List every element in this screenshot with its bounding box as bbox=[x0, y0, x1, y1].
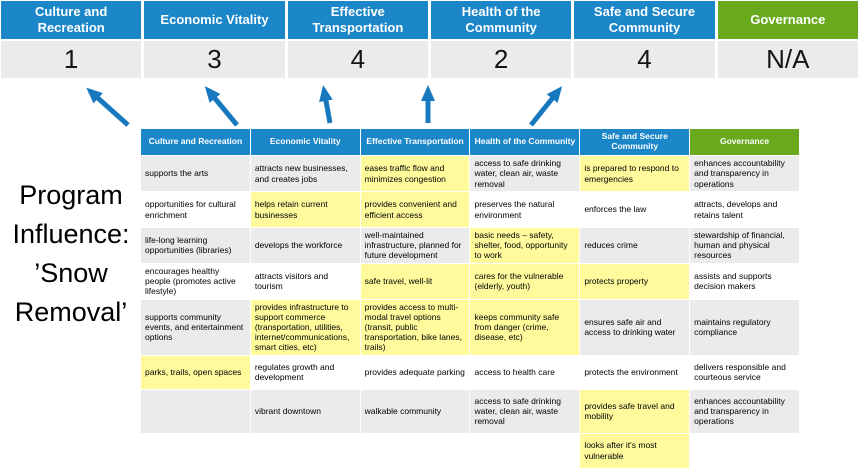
pillar-score-governance: N/A bbox=[717, 41, 858, 78]
matrix-row: life-long learning opportunities (librar… bbox=[141, 228, 799, 263]
matrix-row: supports community events, and entertain… bbox=[141, 299, 799, 355]
matrix-cell: ensures safe air and access to drinking … bbox=[580, 299, 690, 355]
matrix-cell-highlighted: provides infrastructure to support comme… bbox=[250, 299, 360, 355]
matrix-cell-highlighted: basic needs – safety, shelter, food, opp… bbox=[470, 228, 580, 263]
matrix-cell bbox=[470, 433, 580, 468]
pillar-header-row: Culture and Recreation Economic Vitality E… bbox=[1, 1, 858, 39]
matrix-cell bbox=[141, 433, 250, 468]
matrix-row: vibrant downtown walkable community access… bbox=[141, 389, 799, 433]
matrix-header-effective-transportation: Effective Transportation bbox=[360, 129, 470, 155]
matrix-cell: vibrant downtown bbox=[250, 389, 360, 433]
influence-arrows bbox=[86, 85, 563, 127]
matrix-cell: access to health care bbox=[470, 355, 580, 389]
pillar-score-culture-and-recreation: 1 bbox=[1, 41, 142, 78]
matrix-cell-highlighted: safe travel, well-lit bbox=[360, 263, 470, 299]
arrow-economic-vitality bbox=[204, 86, 239, 127]
matrix-cell: preserves the natural environment bbox=[470, 192, 580, 227]
matrix-row: opportunities for cultural enrichment hel… bbox=[141, 192, 799, 227]
arrow-culture-recreation bbox=[86, 87, 130, 127]
pillar-governance: Governance bbox=[717, 1, 858, 39]
matrix-cell-highlighted: is prepared to respond to emergencies bbox=[580, 156, 690, 191]
matrix-cell: enhances accountability and transparency… bbox=[690, 389, 799, 433]
matrix-header-economic-vitality: Economic Vitality bbox=[250, 129, 360, 155]
matrix-cell-highlighted: provides access to multi-modal travel op… bbox=[360, 299, 470, 355]
matrix-cell bbox=[141, 389, 250, 433]
matrix-row: encourages healthy people (promotes acti… bbox=[141, 263, 799, 299]
matrix-cell-highlighted: keeps community safe from danger (crime,… bbox=[470, 299, 580, 355]
pillar-culture-and-recreation: Culture and Recreation bbox=[1, 1, 142, 39]
matrix-cell: reduces crime bbox=[580, 228, 690, 263]
program-influence-label: Program Influence: ’Snow Removal’ bbox=[12, 180, 130, 328]
matrix-cell-highlighted: helps retain current businesses bbox=[250, 192, 360, 227]
matrix-cell: opportunities for cultural enrichment bbox=[141, 192, 250, 227]
influence-matrix: Culture and Recreation Economic Vitality E… bbox=[140, 128, 800, 469]
matrix-cell: walkable community bbox=[360, 389, 470, 433]
matrix-cell: provides adequate parking bbox=[360, 355, 470, 389]
matrix-cell-highlighted: cares for the vulnerable (elderly, youth… bbox=[470, 263, 580, 299]
pillar-score-effective-transportation: 4 bbox=[287, 41, 428, 78]
pillar-label: Economic Vitality bbox=[160, 11, 269, 27]
matrix-cell: assists and supports decision makers bbox=[690, 263, 799, 299]
matrix-cell: delivers responsible and courteous servi… bbox=[690, 355, 799, 389]
matrix-cell bbox=[690, 433, 799, 468]
arrow-safe-secure-community bbox=[529, 86, 563, 127]
arrow-effective-transportation bbox=[319, 85, 333, 124]
pillar-score-safe-and-secure-community: 4 bbox=[574, 41, 715, 78]
matrix-cell: access to safe drinking water, clean air… bbox=[470, 389, 580, 433]
pillar-safe-and-secure-community: Safe and Secure Community bbox=[574, 1, 715, 39]
matrix-cell-highlighted: provides convenient and efficient access bbox=[360, 192, 470, 227]
matrix-cell: supports the arts bbox=[141, 156, 250, 191]
matrix-header-health-of-the-community: Health of the Community bbox=[470, 129, 580, 155]
matrix-cell: attracts visitors and tourism bbox=[250, 263, 360, 299]
matrix-row: supports the arts attracts new businesses… bbox=[141, 156, 799, 191]
pillar-label: Safe and Secure Community bbox=[593, 3, 696, 35]
matrix-header-safe-and-secure-community: Safe and Secure Community bbox=[580, 129, 690, 155]
matrix-cell-highlighted: provides safe travel and mobility bbox=[580, 389, 690, 433]
matrix-cell bbox=[250, 433, 360, 468]
matrix-cell-highlighted: parks, trails, open spaces bbox=[141, 355, 250, 389]
matrix-cell: supports community events, and entertain… bbox=[141, 299, 250, 355]
pillar-label: Effective Transportation bbox=[312, 3, 404, 35]
pillar-score-row: 1 3 4 2 4 N/A bbox=[1, 41, 858, 78]
matrix-row: parks, trails, open spaces regulates grow… bbox=[141, 355, 799, 389]
matrix-cell-highlighted: protects property bbox=[580, 263, 690, 299]
pillar-health-of-the-community: Health of the Community bbox=[430, 1, 572, 39]
matrix-body: supports the arts attracts new businesses… bbox=[141, 156, 799, 468]
matrix-cell-highlighted: looks after it's most vulnerable bbox=[580, 433, 690, 468]
matrix-cell: life-long learning opportunities (librar… bbox=[141, 228, 250, 263]
matrix-header-governance: Governance bbox=[690, 129, 799, 155]
matrix-header-row: Culture and Recreation Economic Vitality E… bbox=[141, 129, 799, 155]
matrix-cell: regulates growth and development bbox=[250, 355, 360, 389]
matrix-cell: access to safe drinking water, clean air… bbox=[470, 156, 580, 191]
matrix-cell: attracts new businesses, and creates job… bbox=[250, 156, 360, 191]
pillar-label: Governance bbox=[750, 11, 826, 27]
matrix-cell: enhances accountability and transparency… bbox=[690, 156, 799, 191]
matrix-cell: stewardship of financial, human and phys… bbox=[690, 228, 799, 263]
matrix-header-culture-and-recreation: Culture and Recreation bbox=[141, 129, 250, 155]
pillar-score-economic-vitality: 3 bbox=[144, 41, 285, 78]
matrix-cell: maintains regulatory compliance bbox=[690, 299, 799, 355]
matrix-row: looks after it's most vulnerable bbox=[141, 433, 799, 468]
pillar-label: Culture and Recreation bbox=[35, 3, 108, 35]
pillar-effective-transportation: Effective Transportation bbox=[287, 1, 428, 39]
matrix-cell: enforces the law bbox=[580, 192, 690, 227]
pillar-score-health-of-the-community: 2 bbox=[430, 41, 572, 78]
matrix-cell-highlighted: eases traffic flow and minimizes congest… bbox=[360, 156, 470, 191]
matrix-cell: protects the environment bbox=[580, 355, 690, 389]
pillar-label: Health of the Community bbox=[461, 3, 541, 35]
matrix-cell bbox=[360, 433, 470, 468]
pillar-economic-vitality: Economic Vitality bbox=[144, 1, 285, 39]
matrix-cell: well-maintained infrastructure, planned … bbox=[360, 228, 470, 263]
matrix-cell: encourages healthy people (promotes acti… bbox=[141, 263, 250, 299]
matrix-cell: develops the workforce bbox=[250, 228, 360, 263]
matrix-cell: attracts, develops and retains talent bbox=[690, 192, 799, 227]
